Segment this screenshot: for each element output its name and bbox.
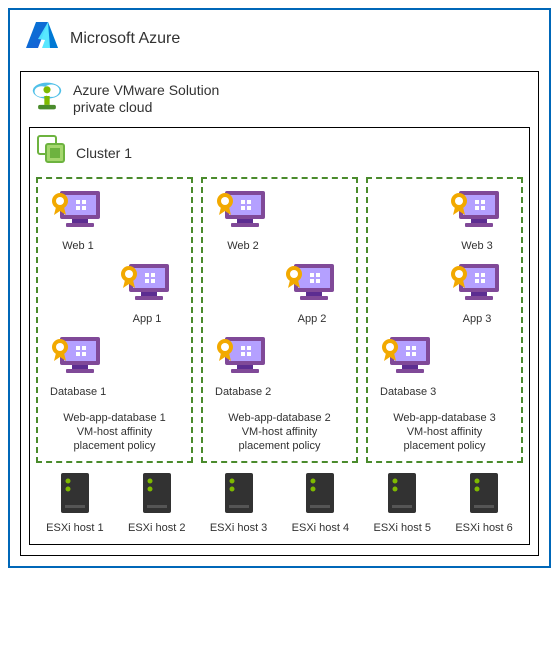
server-icon <box>468 471 500 520</box>
vm-web: Web 1 <box>50 187 106 252</box>
policy-box: Web 2 <box>201 177 358 463</box>
host-label: ESXi host 6 <box>455 522 512 534</box>
vm-icon <box>215 187 271 238</box>
vm-icon <box>284 260 340 311</box>
azure-logo-icon <box>24 18 60 59</box>
avs-frame: Azure VMware Solution private cloud Clus… <box>20 71 539 556</box>
policy-line: Web-app-database 2 <box>209 412 350 426</box>
vmware-cluster-icon <box>36 134 68 171</box>
vm-icon <box>50 333 106 384</box>
avs-header: Azure VMware Solution private cloud <box>29 80 530 117</box>
policy-text: Web-app-database 1 VM-host affinity plac… <box>42 412 187 453</box>
vm-label: Database 3 <box>380 386 436 398</box>
esxi-host: ESXi host 3 <box>200 471 278 534</box>
esxi-host: ESXi host 6 <box>445 471 523 534</box>
server-icon <box>141 471 173 520</box>
avs-title: Azure VMware Solution private cloud <box>73 82 219 116</box>
server-icon <box>304 471 336 520</box>
policy-line: Web-app-database 1 <box>44 412 185 426</box>
vm-icon <box>449 187 505 238</box>
vm-icon <box>380 333 436 384</box>
host-label: ESXi host 5 <box>373 522 430 534</box>
esxi-host: ESXi host 1 <box>36 471 114 534</box>
policy-line: VM-host affinity <box>374 426 515 440</box>
vm-app: App 1 <box>119 260 175 325</box>
vm-label: App 1 <box>133 313 162 325</box>
vm-label: Web 1 <box>62 240 94 252</box>
policy-text: Web-app-database 3 VM-host affinity plac… <box>372 412 517 453</box>
server-icon <box>59 471 91 520</box>
policy-line: placement policy <box>209 440 350 454</box>
vm-icon <box>50 187 106 238</box>
vm-label: App 2 <box>298 313 327 325</box>
vm-label: App 3 <box>463 313 492 325</box>
esxi-host: ESXi host 2 <box>118 471 196 534</box>
host-label: ESXi host 3 <box>210 522 267 534</box>
vm-database: Database 3 <box>380 333 436 398</box>
policies-row: Web 1 <box>36 177 523 463</box>
host-label: ESXi host 1 <box>46 522 103 534</box>
policy-line: Web-app-database 3 <box>374 412 515 426</box>
vm-app: App 2 <box>284 260 340 325</box>
host-label: ESXi host 4 <box>292 522 349 534</box>
esxi-host: ESXi host 4 <box>281 471 359 534</box>
vm-app: App 3 <box>449 260 505 325</box>
avs-title-line2: private cloud <box>73 99 219 116</box>
host-label: ESXi host 2 <box>128 522 185 534</box>
policy-text: Web-app-database 2 VM-host affinity plac… <box>207 412 352 453</box>
server-icon <box>386 471 418 520</box>
azure-header: Microsoft Azure <box>20 18 539 59</box>
vm-web: Web 2 <box>215 187 271 252</box>
policy-line: placement policy <box>374 440 515 454</box>
vm-icon <box>119 260 175 311</box>
cluster-header: Cluster 1 <box>36 134 523 171</box>
azure-title: Microsoft Azure <box>70 30 180 48</box>
server-icon <box>223 471 255 520</box>
esxi-host: ESXi host 5 <box>363 471 441 534</box>
policy-line: placement policy <box>44 440 185 454</box>
vm-icon <box>215 333 271 384</box>
cluster-title: Cluster 1 <box>76 145 132 161</box>
vm-database: Database 1 <box>50 333 106 398</box>
vm-database: Database 2 <box>215 333 271 398</box>
vm-label: Database 2 <box>215 386 271 398</box>
vm-label: Web 3 <box>461 240 493 252</box>
policy-box: Web 3 <box>366 177 523 463</box>
avs-cloud-icon <box>29 80 65 117</box>
vm-web: Web 3 <box>449 187 505 252</box>
avs-title-line1: Azure VMware Solution <box>73 82 219 99</box>
vm-icon <box>449 260 505 311</box>
policy-line: VM-host affinity <box>44 426 185 440</box>
vm-label: Database 1 <box>50 386 106 398</box>
cluster-frame: Cluster 1 <box>29 127 530 545</box>
hosts-row: ESXi host 1 ESXi host 2 <box>36 471 523 534</box>
policy-line: VM-host affinity <box>209 426 350 440</box>
policy-box: Web 1 <box>36 177 193 463</box>
vm-label: Web 2 <box>227 240 259 252</box>
azure-outer-frame: Microsoft Azure Azure VMware Solution pr… <box>8 8 551 568</box>
